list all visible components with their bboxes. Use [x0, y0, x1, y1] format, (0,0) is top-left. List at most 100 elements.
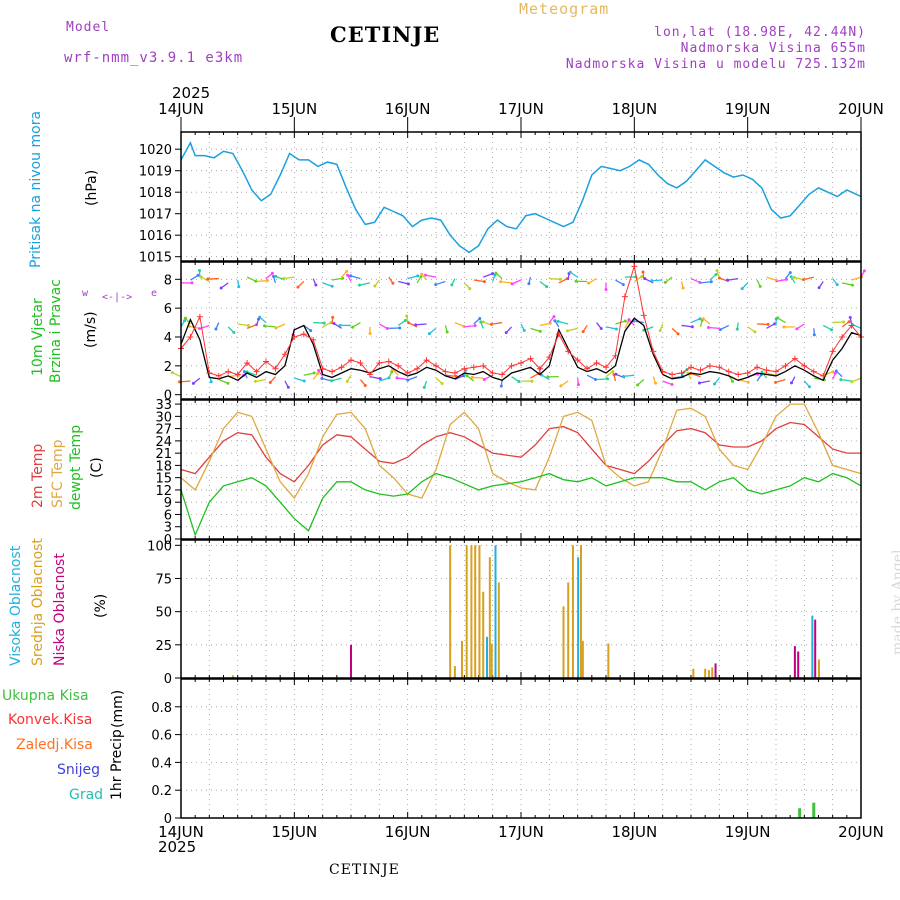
legend-rain-frozen: Zaledj.Kisa	[16, 737, 93, 753]
wind-barb-head	[556, 319, 560, 323]
wind-gust-marker	[357, 359, 364, 366]
wind-barb	[454, 375, 465, 381]
wind-barb	[596, 378, 608, 381]
wind-barb-head	[522, 328, 526, 332]
legend-rain-conv: Konvek.Kisa	[8, 712, 93, 728]
cloud-low-bar	[714, 663, 717, 678]
wind-barb	[699, 380, 711, 384]
wind-barb-head	[489, 322, 493, 326]
wind-gust-marker	[470, 364, 477, 371]
wind-barb-head	[349, 274, 353, 278]
legend-graupel: Grad	[69, 787, 104, 803]
wind-gust-marker	[565, 348, 572, 355]
wind-barb-head	[831, 370, 835, 374]
wind-barb-head	[445, 330, 449, 334]
wind-gust-marker	[451, 370, 458, 377]
wind-barb-head	[626, 320, 630, 324]
wind-barb-head	[566, 329, 570, 333]
wind-barb-head	[594, 377, 598, 381]
day-label-bottom: 15JUN	[271, 823, 317, 841]
wind-barb-head	[198, 327, 202, 331]
wind-barb	[407, 376, 418, 381]
wind-barb	[379, 323, 388, 330]
y-tick-label: 12	[155, 484, 172, 499]
wind-barb	[218, 378, 229, 384]
wind-barb-head	[627, 318, 631, 322]
wind-barb-head	[499, 384, 503, 388]
wind-gust-marker	[366, 371, 373, 378]
cloud-mid-bar	[571, 545, 574, 678]
wind-barb	[690, 372, 701, 378]
wind-barb	[851, 377, 862, 383]
wind-barb-head	[395, 376, 399, 380]
wind-barb-head	[774, 380, 778, 384]
wind-barb	[558, 278, 568, 284]
wind-gust-marker	[782, 362, 789, 369]
cloud-mid-bar	[474, 545, 477, 678]
wind-barb-head	[713, 382, 717, 386]
wind-gust-marker	[706, 362, 713, 369]
wind-barb-head	[254, 279, 258, 283]
wind-barb	[511, 279, 522, 285]
wind-gust-marker	[612, 352, 619, 359]
page-title: CETINJE	[330, 22, 441, 47]
wind-barb	[472, 376, 484, 379]
wind-gust-marker	[499, 371, 506, 378]
wind-barb-head	[363, 383, 367, 387]
wind-barb-head	[209, 380, 213, 384]
y-tick-label: 25	[155, 639, 172, 654]
wind-gust-marker	[593, 359, 600, 366]
wind-barb-head	[658, 328, 662, 332]
wind-barb-head	[274, 326, 278, 330]
wind-barb	[425, 274, 437, 278]
wind-barb-head	[847, 320, 851, 324]
wind-barb	[283, 276, 295, 280]
wind-barb-head	[265, 279, 269, 283]
wind-barb-head	[558, 277, 562, 281]
wind-barb-head	[714, 273, 718, 277]
panel-frame	[180, 131, 862, 262]
wind-barb	[303, 372, 315, 376]
wind-barb	[719, 324, 730, 331]
wind-barb	[464, 324, 476, 328]
wind-barb-head	[390, 370, 394, 374]
wind-barb-head	[346, 273, 350, 277]
panel-frame	[180, 678, 862, 819]
wind-barb	[352, 322, 361, 328]
wind-barb-head	[316, 372, 320, 376]
wind-barb-head	[746, 380, 750, 384]
wind-gust-marker	[839, 333, 846, 340]
wind-gust-marker	[319, 365, 326, 372]
wind-barb-head	[640, 275, 644, 279]
wind-gust-marker	[848, 322, 855, 329]
wind-barb-head	[792, 275, 796, 279]
wind-gust-marker	[574, 357, 581, 364]
wind-barb-head	[214, 327, 218, 331]
wind-barb-head	[422, 385, 426, 389]
cloud-mid-bar	[692, 668, 695, 678]
wind-barb-head	[812, 333, 816, 337]
wind-gust-marker	[385, 358, 392, 365]
wind-barb-head	[862, 269, 866, 273]
wind-gust-marker	[480, 362, 487, 369]
y-tick-label: 1018	[139, 186, 172, 201]
wind-barb-head	[663, 280, 667, 284]
wind-barb	[322, 321, 332, 328]
cloud-mid-bar	[482, 591, 485, 678]
day-label-top: 15JUN	[271, 100, 317, 118]
wind-barb-head	[385, 327, 389, 331]
wind-barb-head	[263, 324, 267, 328]
wind-gust-marker	[829, 348, 836, 355]
cloud-high-bar	[494, 545, 497, 678]
wind-barb-head	[420, 272, 424, 276]
wind-gust-marker	[281, 351, 288, 358]
wind-barb-head	[788, 271, 792, 275]
wind-barb-head	[270, 271, 274, 275]
wind-barb-head	[766, 322, 770, 326]
wind-barb	[662, 380, 673, 386]
wind-barb	[200, 276, 210, 283]
wind-barb-head	[850, 380, 854, 384]
wind-barb	[567, 327, 578, 332]
wind-barb-head	[731, 379, 735, 383]
wind-barb-head	[338, 323, 342, 327]
